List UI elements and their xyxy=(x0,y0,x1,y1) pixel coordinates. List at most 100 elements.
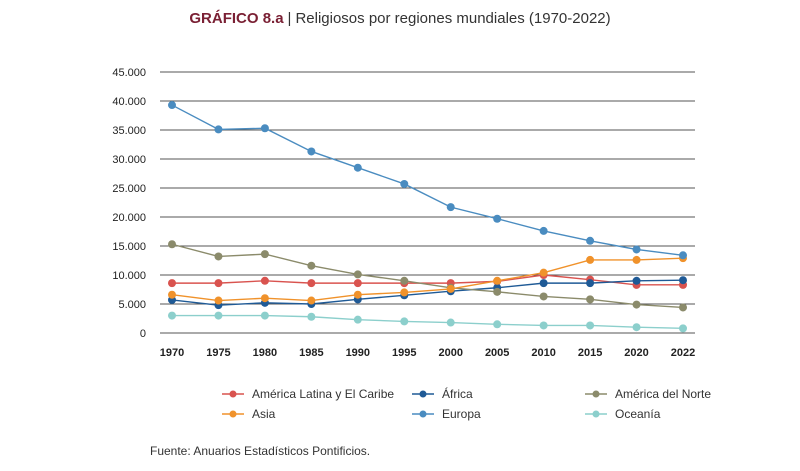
data-point xyxy=(493,287,502,296)
data-point xyxy=(539,268,548,277)
grid-lines xyxy=(160,71,695,334)
data-point xyxy=(539,279,548,288)
x-tick-label: 2015 xyxy=(578,347,602,359)
data-point xyxy=(400,317,409,326)
data-point xyxy=(446,284,455,293)
legend-label: Europa xyxy=(442,407,481,421)
data-point xyxy=(260,124,269,133)
data-point xyxy=(493,214,502,223)
y-tick-label: 0 xyxy=(140,328,146,340)
data-point xyxy=(307,147,316,156)
data-point xyxy=(168,311,176,320)
series-line xyxy=(172,314,684,330)
legend-label: Asia xyxy=(252,407,276,421)
data-point xyxy=(679,324,687,333)
legend-label: África xyxy=(442,386,473,401)
legend-item: Oceanía xyxy=(585,407,661,421)
data-point xyxy=(307,279,316,288)
y-tick-label: 10.000 xyxy=(112,270,146,282)
y-tick-label: 40.000 xyxy=(112,96,146,108)
legend-label: Oceanía xyxy=(615,407,661,421)
data-point xyxy=(586,255,595,264)
series-Asia xyxy=(168,254,687,305)
x-tick-label: 2020 xyxy=(624,347,648,359)
x-tick-label: 2005 xyxy=(485,347,509,359)
data-point xyxy=(400,179,409,188)
y-tick-label: 30.000 xyxy=(112,154,146,166)
data-point xyxy=(353,163,362,172)
data-point xyxy=(586,321,595,330)
legend-label: América Latina y El Caribe xyxy=(252,387,394,401)
data-point xyxy=(400,288,409,297)
y-axis-ticks: 0 5.000 10.000 15.000 20.000 25.000 30.000 35.0… xyxy=(112,67,146,340)
legend-marker xyxy=(592,410,600,418)
data-point xyxy=(446,318,455,327)
legend-item: África xyxy=(412,386,473,401)
figure-title: Religiosos por regiones mundiales (1970-… xyxy=(295,10,611,27)
series-América del Norte xyxy=(168,240,687,312)
x-tick-label: 1970 xyxy=(160,347,184,359)
data-point xyxy=(214,311,223,320)
legend: América Latina y El Caribe África América … xyxy=(222,386,711,421)
legend-item: Asia xyxy=(222,407,276,421)
data-point xyxy=(353,270,362,279)
data-point xyxy=(632,276,641,285)
x-tick-label: 1995 xyxy=(392,347,416,359)
data-point xyxy=(214,296,223,305)
legend-label: América del Norte xyxy=(615,387,711,401)
y-tick-label: 20.000 xyxy=(112,212,146,224)
chart-title: GRÁFICO 8.a | Religiosos por regiones mund… xyxy=(0,10,800,27)
data-point xyxy=(679,276,687,285)
data-point xyxy=(446,203,455,212)
data-point xyxy=(632,300,641,309)
series-line xyxy=(171,104,684,256)
legend-marker xyxy=(229,410,237,418)
series-line xyxy=(171,257,684,302)
legend-marker xyxy=(229,390,237,398)
data-point xyxy=(679,251,687,260)
y-tick-label: 15.000 xyxy=(112,241,146,253)
series-line xyxy=(171,279,684,306)
figure-label: GRÁFICO 8.a xyxy=(189,10,284,27)
data-point xyxy=(400,276,409,285)
data-point xyxy=(260,294,269,303)
y-tick-label: 45.000 xyxy=(112,67,146,79)
data-point xyxy=(260,250,269,259)
data-point xyxy=(214,279,223,288)
data-point xyxy=(353,290,362,299)
x-axis-ticks: 1970 1975 1980 1985 1990 1995 2000 2005 2010 2015… xyxy=(160,347,695,359)
data-point xyxy=(353,315,362,324)
source-note: Fuente: Anuarios Estadísticos Pontificio… xyxy=(150,444,371,458)
data-point xyxy=(539,292,548,301)
x-tick-label: 1975 xyxy=(206,347,230,359)
legend-marker xyxy=(419,390,427,398)
series-line xyxy=(171,243,684,309)
data-point xyxy=(307,312,316,321)
x-tick-label: 2010 xyxy=(531,347,555,359)
y-tick-label: 35.000 xyxy=(112,125,146,137)
x-tick-label: 1985 xyxy=(299,347,323,359)
legend-item: América del Norte xyxy=(585,387,711,401)
data-point xyxy=(307,296,316,305)
x-tick-label: 1990 xyxy=(346,347,370,359)
series-América Latina y El Caribe xyxy=(168,271,687,289)
data-point xyxy=(586,295,595,304)
data-point xyxy=(679,303,687,312)
y-tick-label: 25.000 xyxy=(112,183,146,195)
legend-item: América Latina y El Caribe xyxy=(222,387,394,401)
data-point xyxy=(586,279,595,288)
data-point xyxy=(260,311,269,320)
data-point xyxy=(168,240,176,249)
legend-item: Europa xyxy=(412,407,481,421)
data-point xyxy=(214,125,223,134)
data-point xyxy=(632,323,641,332)
series-Oceanía xyxy=(168,311,687,333)
series-line xyxy=(172,274,683,286)
y-tick-label: 5.000 xyxy=(118,299,146,311)
legend-marker xyxy=(592,390,600,398)
x-tick-label: 2000 xyxy=(438,347,462,359)
x-tick-label: 1980 xyxy=(253,347,277,359)
data-point xyxy=(168,279,176,288)
x-tick-label: 2022 xyxy=(671,347,695,359)
